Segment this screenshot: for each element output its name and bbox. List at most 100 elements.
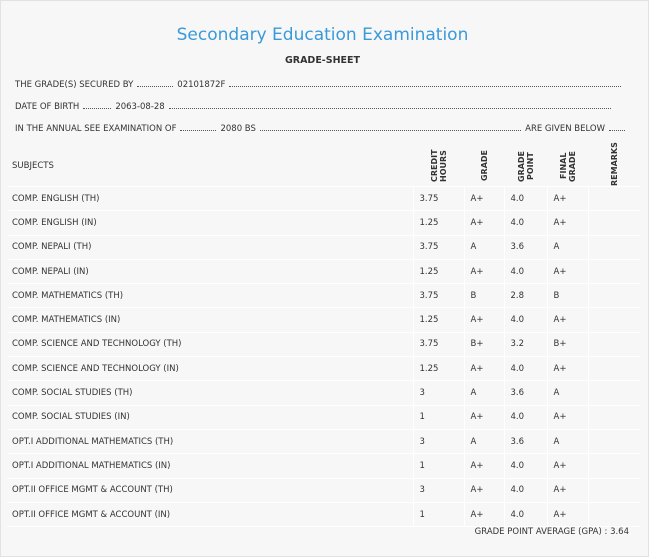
cell: 3 [412, 380, 464, 406]
cell: B [463, 283, 504, 309]
cell: 1.25 [412, 210, 464, 236]
row: COMP. NEPALI (TH) 3.75 A 3.6 A [7, 235, 640, 260]
subject: COMP. ENGLISH (TH) [7, 186, 413, 212]
remarks-cell [587, 429, 640, 455]
label: DATE OF BIRTH [15, 102, 80, 112]
cell: A+ [463, 453, 504, 479]
gpa-label: GRADE POINT AVERAGE (GPA) : [474, 527, 608, 537]
remarks-cell [587, 502, 640, 528]
cell: 4.0 [503, 186, 547, 212]
cell: 1 [412, 453, 464, 479]
cell: A+ [463, 307, 504, 333]
remarks-cell [587, 332, 640, 358]
remarks-cell [587, 405, 640, 430]
cell: A [463, 380, 504, 406]
remarks-cell [587, 307, 640, 333]
cell: 4.0 [503, 453, 547, 479]
cell: A+ [546, 186, 588, 212]
subject: COMP. MATHEMATICS (IN) [7, 307, 413, 333]
cell: A+ [546, 502, 588, 528]
row: COMP. MATHEMATICS (IN) 1.25 A+ 4.0 A+ [7, 307, 640, 333]
info-line: THE GRADE(S) SECURED BY 02101872F [15, 80, 625, 90]
cell: A+ [463, 210, 504, 236]
cell: A+ [546, 405, 588, 430]
cell: 3.6 [503, 380, 547, 406]
row: COMP. ENGLISH (TH) 3.75 A+ 4.0 A+ [7, 186, 640, 212]
cell: 3.75 [412, 186, 464, 212]
subject: COMP. SOCIAL STUDIES (IN) [7, 405, 413, 430]
remarks-cell [587, 283, 640, 309]
cell: A+ [463, 186, 504, 212]
cell: A+ [546, 259, 588, 285]
remarks-cell [587, 259, 640, 285]
cell: 4.0 [503, 478, 547, 503]
column-header: CREDIT HOURS [413, 146, 464, 187]
cell: 1 [412, 405, 464, 430]
title: Secondary Education Examination [176, 25, 469, 45]
cell: A [546, 429, 588, 455]
row: OPT.II OFFICE MGMT & ACCOUNT (TH) 3 A+ 4.0 A… [7, 478, 640, 503]
remarks-cell [587, 380, 640, 406]
cell: A+ [463, 478, 504, 503]
cell: A+ [463, 405, 504, 430]
cell: A+ [546, 307, 588, 333]
subject: OPT.I ADDITIONAL MATHEMATICS (TH) [7, 429, 413, 455]
cell: B+ [463, 332, 504, 358]
label: IN THE ANNUAL SEE EXAMINATION OF [15, 124, 177, 134]
cell: A+ [463, 259, 504, 285]
subject: COMP. NEPALI (IN) [7, 259, 413, 285]
cell: 4.0 [503, 405, 547, 430]
subject: OPT.II OFFICE MGMT & ACCOUNT (TH) [7, 478, 413, 503]
column-header: GRADE [464, 146, 504, 187]
cell: A+ [546, 210, 588, 236]
column-header: SUBJECTS [7, 146, 413, 187]
row: COMP. ENGLISH (IN) 1.25 A+ 4.0 A+ [7, 210, 640, 236]
header-text: FINAL GRADE [558, 150, 577, 182]
cell: A+ [463, 502, 504, 528]
cell: A+ [463, 356, 504, 382]
cell: 3.2 [503, 332, 547, 358]
value: 2080 BS [220, 124, 256, 134]
row: COMP. MATHEMATICS (TH) 3.75 B 2.8 B [7, 283, 640, 309]
subject: COMP. MATHEMATICS (TH) [7, 283, 413, 309]
subject: OPT.I ADDITIONAL MATHEMATICS (IN) [7, 453, 413, 479]
cell: 3.75 [412, 283, 464, 309]
cell: 1.25 [412, 307, 464, 333]
cell: 4.0 [503, 356, 547, 382]
subject: OPT.II OFFICE MGMT & ACCOUNT (IN) [7, 502, 413, 528]
row: COMP. SCIENCE AND TECHNOLOGY (TH) 3.75 B+ 3… [7, 332, 640, 358]
cell: 3 [412, 478, 464, 503]
cell: 1 [412, 502, 464, 528]
cell: 3 [412, 429, 464, 455]
cell: A+ [546, 356, 588, 382]
suffix: ARE GIVEN BELOW [525, 124, 605, 134]
value: 2063-08-28 [115, 102, 165, 112]
cell: 4.0 [503, 210, 547, 236]
subject: COMP. ENGLISH (IN) [7, 210, 413, 236]
subject: COMP. SCIENCE AND TECHNOLOGY (TH) [7, 332, 413, 358]
cell: A [546, 380, 588, 406]
cell: 1.25 [412, 259, 464, 285]
cell: B [546, 283, 588, 309]
header-text: REMARKS [609, 142, 619, 186]
column-header: REMARKS [588, 142, 640, 187]
cell: A+ [546, 453, 588, 479]
row: OPT.I ADDITIONAL MATHEMATICS (TH) 3 A 3.6 A [7, 429, 640, 455]
subject: COMP. SCIENCE AND TECHNOLOGY (IN) [7, 356, 413, 382]
grades-table: SUBJECTS CREDIT HOURS GRADE GRADE POINT FINA… [7, 142, 640, 528]
info-line: IN THE ANNUAL SEE EXAMINATION OF 2080 BS A… [15, 124, 625, 134]
row: COMP. NEPALI (IN) 1.25 A+ 4.0 A+ [7, 259, 640, 285]
row: COMP. SOCIAL STUDIES (TH) 3 A 3.6 A [7, 380, 640, 406]
row: COMP. SCIENCE AND TECHNOLOGY (IN) 1.25 A+ 4… [7, 356, 640, 382]
cell: 2.8 [503, 283, 547, 309]
subject: COMP. NEPALI (TH) [7, 235, 413, 260]
info-line: DATE OF BIRTH 2063-08-28 [15, 102, 615, 112]
cell: 3.6 [503, 429, 547, 455]
value: 02101872F [177, 80, 226, 90]
cell: 3.75 [412, 332, 464, 358]
cell: 3.6 [503, 235, 547, 260]
header-text: CREDIT HOURS [429, 149, 448, 183]
cell: A [463, 235, 504, 260]
header-text: GRADE POINT [516, 150, 535, 182]
